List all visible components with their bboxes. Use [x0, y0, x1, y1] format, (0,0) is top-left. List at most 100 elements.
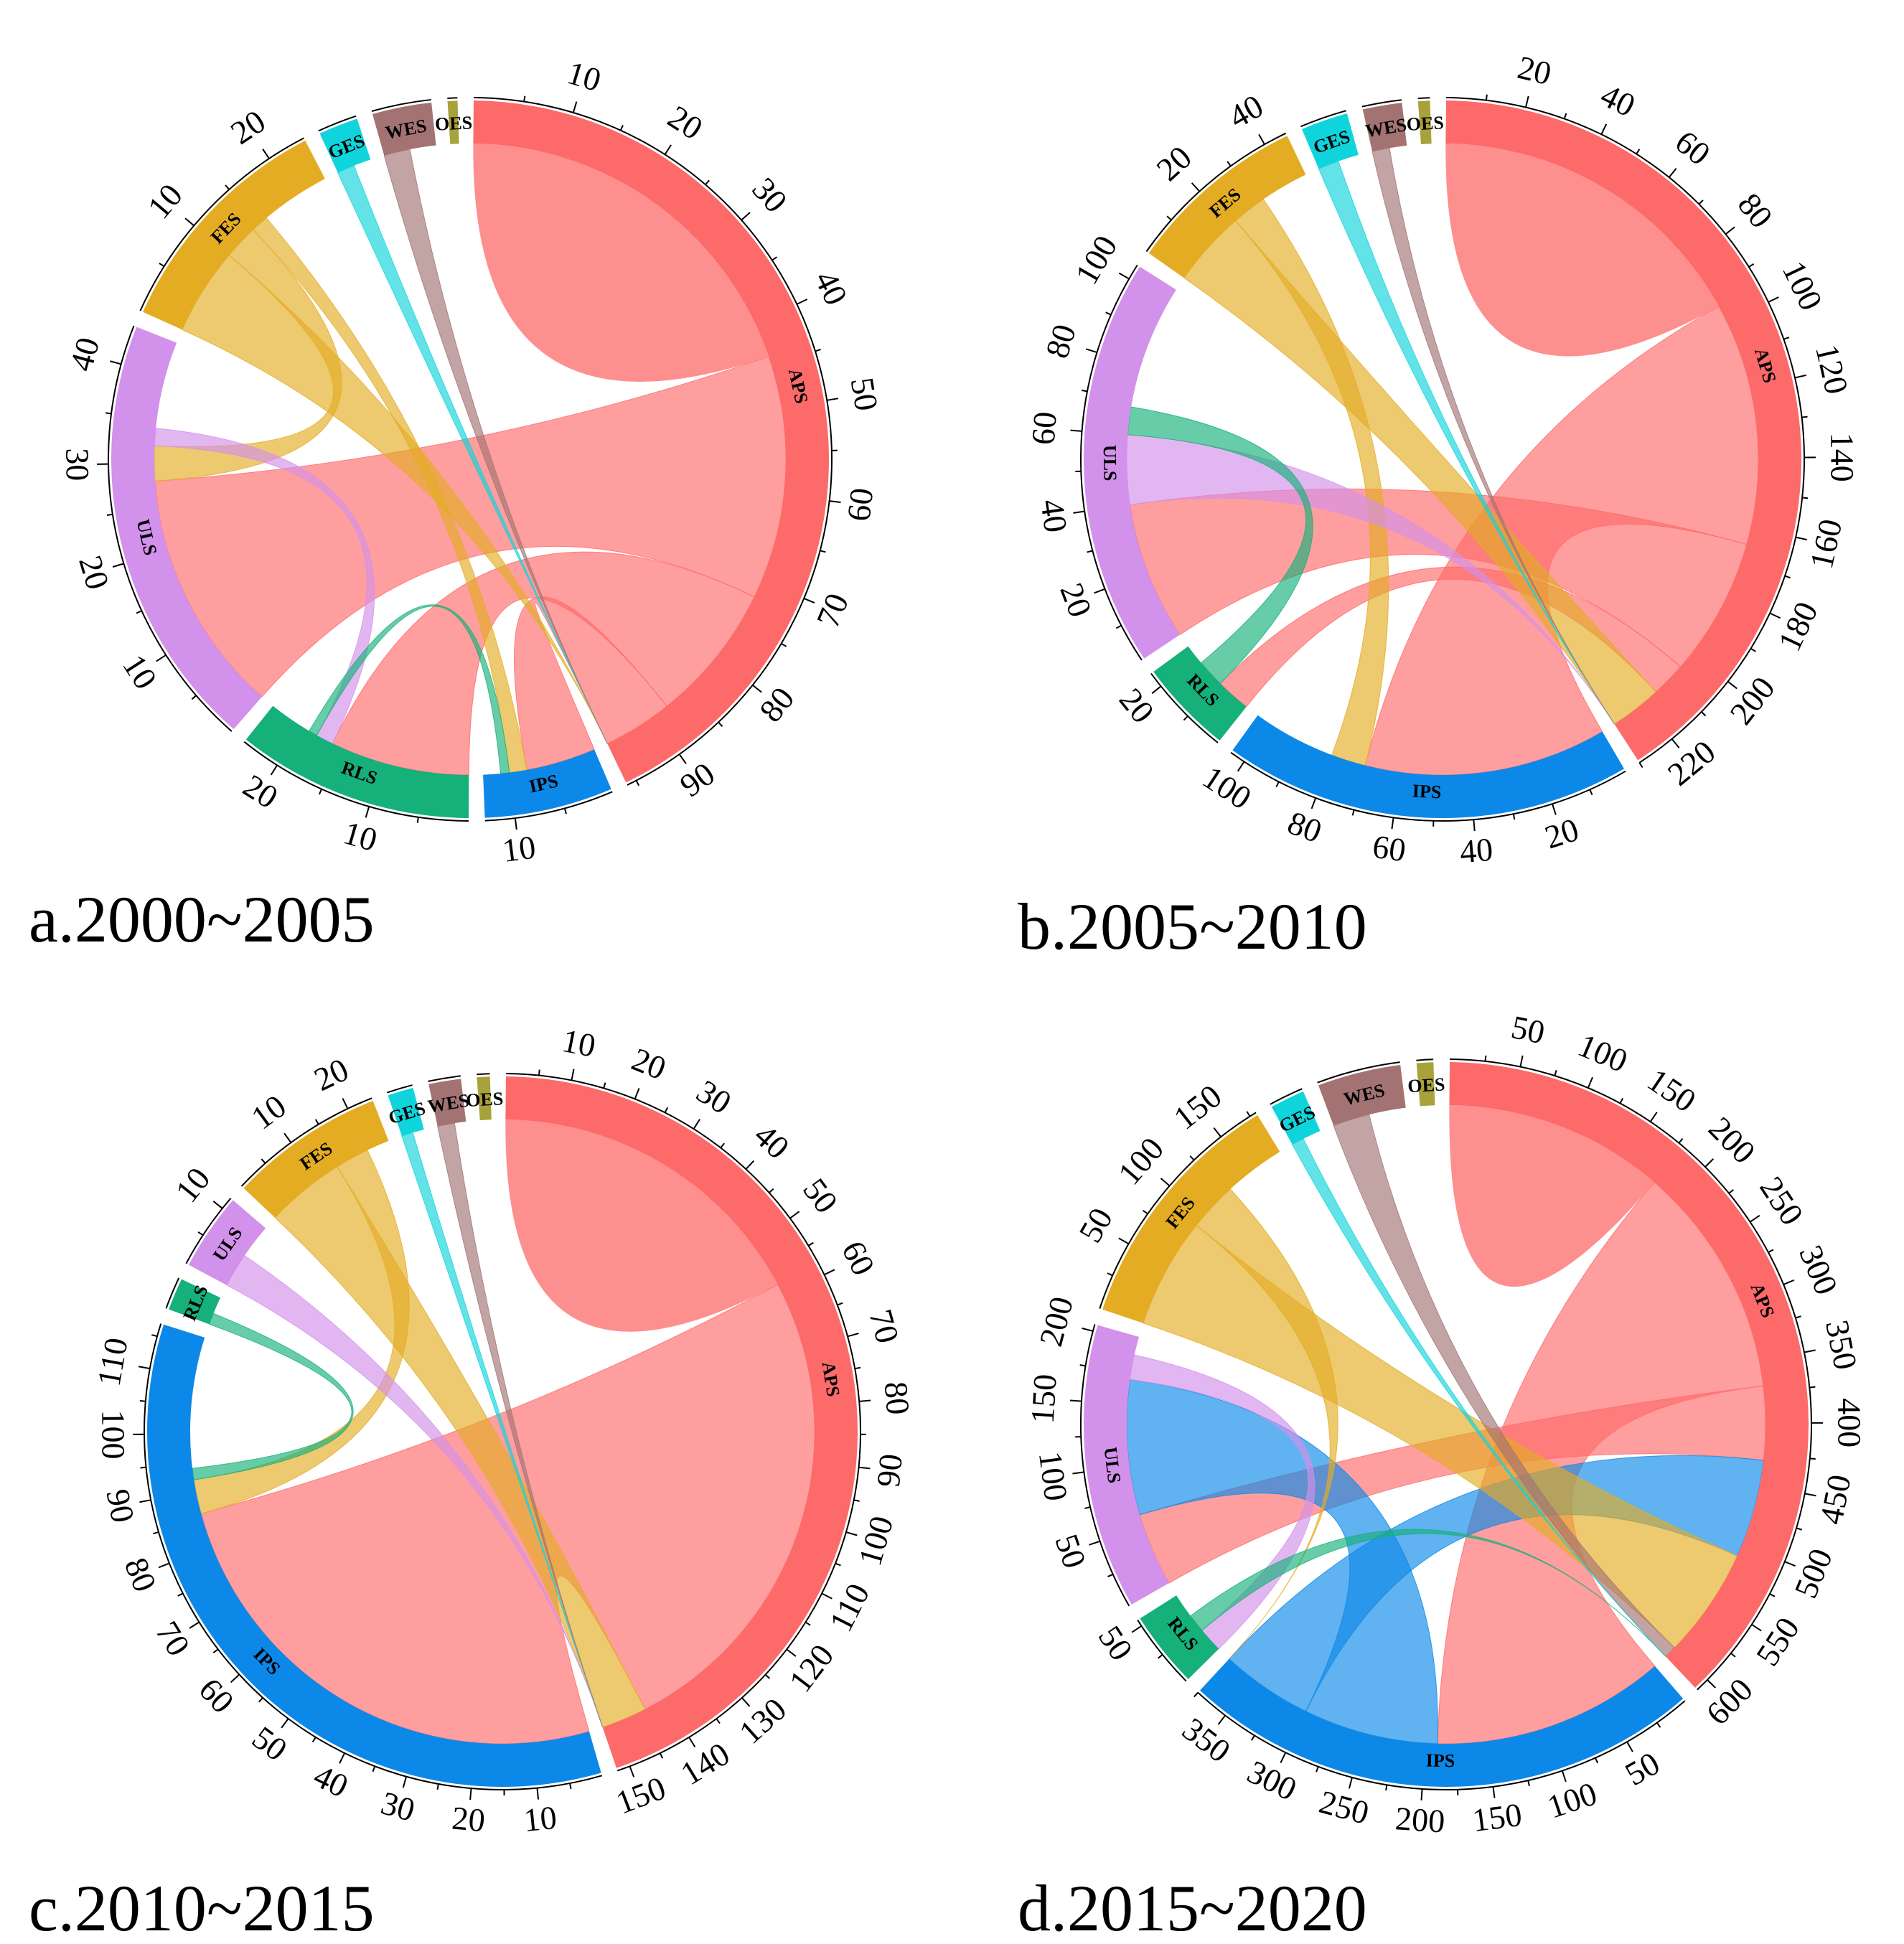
axis-tick [629, 1765, 635, 1778]
sector-arc-oes [1416, 1062, 1435, 1107]
sector-axis-wes [428, 1075, 461, 1082]
axis-tick [1796, 1527, 1803, 1531]
sector-arc-ips [1199, 1658, 1684, 1787]
sector-arc-wes [1318, 1065, 1406, 1126]
axis-tick [1751, 1623, 1762, 1632]
axis-tick [1527, 1780, 1530, 1787]
tick-label: 10 [559, 1022, 599, 1064]
chord-ribbon-rls-aps [1190, 1529, 1666, 1657]
axis-tick [1193, 1691, 1199, 1698]
axis-tick [1512, 814, 1516, 820]
axis-tick [258, 1697, 263, 1703]
sector-arc-aps [1449, 1062, 1809, 1688]
sector-label-uls: ULS [1099, 445, 1121, 482]
axis-tick [1084, 1506, 1091, 1509]
sector-axis-ips [1197, 1691, 1686, 1790]
axis-tick [270, 764, 278, 776]
axis-tick [1707, 1679, 1717, 1689]
sector-axis-fes [139, 137, 304, 311]
axis-tick [136, 610, 142, 614]
sector-label-ips: IPS [1426, 1750, 1455, 1772]
sector-label-oes: OES [434, 112, 472, 135]
axis-tick [314, 1119, 319, 1125]
sector-arc-wes [372, 102, 436, 156]
tick-label: 80 [878, 1380, 917, 1416]
axis-tick [1783, 1279, 1795, 1285]
tick-label: 200 [1394, 1800, 1446, 1839]
axis-tick [858, 1466, 871, 1470]
axis-tick [796, 299, 808, 305]
axis-tick [835, 1562, 841, 1567]
sector-axis-ges [318, 115, 357, 132]
chord-ribbon-wes-aps [1371, 147, 1615, 725]
axis-tick [718, 721, 723, 727]
tick-label: 90 [870, 1452, 909, 1489]
axis-tick [1151, 685, 1162, 695]
axis-tick [283, 1132, 292, 1143]
axis-tick [1107, 1272, 1113, 1277]
axis-tick [1649, 1112, 1658, 1122]
axis-tick [1166, 215, 1172, 221]
axis-tick [139, 1499, 151, 1503]
sector-axis-wes [1361, 99, 1402, 108]
axis-tick [1748, 263, 1755, 268]
axis-tick [720, 1142, 725, 1149]
axis-tick [1275, 781, 1280, 788]
sector-arc-rls [1140, 1595, 1219, 1679]
axis-tick [1079, 1364, 1086, 1367]
axis-tick [1783, 337, 1790, 340]
sector-axis-wes [1317, 1061, 1400, 1084]
sector-arc-rls [245, 705, 469, 818]
axis-tick [1749, 1215, 1760, 1223]
chord-ribbon-ges-aps [1292, 1138, 1666, 1657]
axis-tick [1183, 715, 1188, 721]
sector-arc-fes [1102, 1114, 1280, 1323]
axis-tick [847, 1333, 859, 1338]
axis-tick [789, 1211, 800, 1219]
sector-axis-aps [1446, 97, 1805, 764]
axis-tick [1809, 1386, 1816, 1389]
axis-tick [262, 149, 270, 159]
sector-axis-aps [474, 97, 833, 786]
panel-caption: c.2010~2015 [29, 1872, 375, 1944]
axis-tick [1160, 1178, 1171, 1187]
sector-arc-aps [505, 1076, 858, 1768]
tick-label: 150 [1024, 1373, 1064, 1424]
axis-tick [197, 1231, 204, 1236]
axis-tick [469, 1788, 472, 1800]
sector-axis-aps [1450, 1058, 1812, 1691]
panel-caption: a.2000~2005 [29, 883, 375, 956]
axis-tick [1727, 680, 1737, 690]
axis-tick [225, 184, 230, 190]
sector-arc-fes [1148, 136, 1306, 278]
axis-tick [563, 808, 567, 814]
ribbons [192, 1119, 815, 1745]
sector-label-oes: OES [1406, 112, 1444, 135]
tick-label: 110 [90, 1335, 135, 1389]
sector-arc-ips [483, 749, 611, 818]
panel-caption: d.2015~2020 [1018, 1872, 1367, 1944]
axis-tick [1094, 588, 1105, 594]
axis-tick [184, 217, 194, 227]
tick-label: 90 [99, 1486, 141, 1526]
sector-axis-ges [1300, 110, 1347, 128]
axis-tick [1725, 226, 1735, 235]
axis-tick [1227, 161, 1232, 167]
axis-tick [572, 101, 578, 113]
axis-tick [1795, 1315, 1801, 1319]
chord-ribbon-aps-aps [473, 144, 769, 382]
axis-tick [339, 1752, 346, 1764]
chord-ribbon-fes-ips [1234, 199, 1389, 766]
axis-tick [1072, 1471, 1084, 1475]
axis-tick [705, 179, 710, 185]
axis-tick [230, 1673, 240, 1684]
axis-tick [1587, 1076, 1593, 1089]
tick-label: 60 [1025, 410, 1064, 446]
axis-tick [1143, 1210, 1148, 1215]
axis-tick [1638, 762, 1643, 769]
axis-tick [1473, 820, 1476, 832]
sector-arc-ips [1232, 715, 1625, 818]
axis-tick [1115, 624, 1122, 629]
tick-label: 10 [500, 829, 538, 869]
axis-tick [1804, 1493, 1816, 1497]
